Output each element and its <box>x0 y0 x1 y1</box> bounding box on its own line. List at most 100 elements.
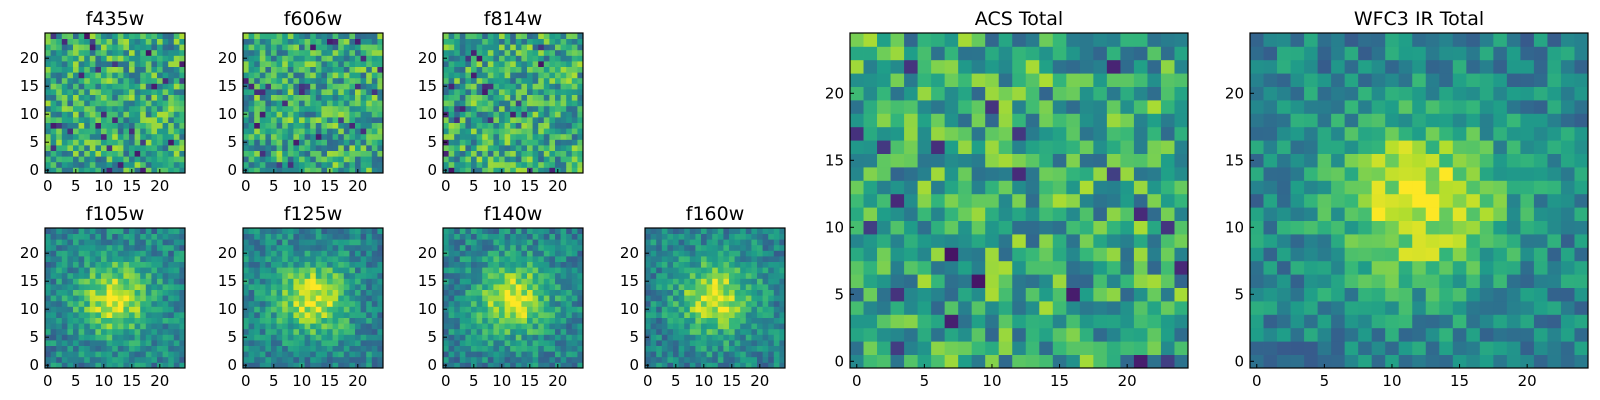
heatmap-cell <box>173 139 180 146</box>
heatmap-cell <box>299 77 305 84</box>
x-tick-label: 15 <box>122 372 141 390</box>
heatmap-cell <box>1120 180 1135 195</box>
heatmap-cell <box>678 356 685 363</box>
heatmap-cell <box>448 38 455 45</box>
heatmap-cell <box>360 100 367 107</box>
heatmap-cell <box>271 150 277 157</box>
heatmap-cell <box>1012 140 1027 154</box>
heatmap-cell <box>299 356 305 363</box>
heatmap-cell <box>493 44 500 51</box>
heatmap-cell <box>863 301 878 315</box>
heatmap-cell <box>917 327 932 342</box>
heatmap-cell <box>321 328 328 335</box>
heatmap-cell <box>117 272 124 279</box>
heatmap-cell <box>315 167 322 174</box>
heatmap-cell <box>745 345 752 352</box>
heatmap-cell <box>538 284 545 290</box>
heatmap-cell <box>338 351 345 358</box>
heatmap-cell <box>254 323 261 330</box>
heatmap-cell <box>101 150 107 157</box>
heatmap-cell <box>271 289 277 296</box>
heatmap-cell <box>645 345 651 352</box>
heatmap-cell <box>476 72 483 79</box>
heatmap-cell <box>717 256 724 262</box>
panel-title: f606w <box>284 8 343 30</box>
heatmap-cell <box>145 323 152 330</box>
heatmap-cell <box>504 323 511 330</box>
heatmap-cell <box>145 167 152 174</box>
heatmap-cell <box>101 289 107 296</box>
heatmap-cell <box>465 356 472 363</box>
heatmap-cell <box>287 334 294 341</box>
heatmap-cell <box>140 323 147 330</box>
heatmap-cell <box>863 220 878 235</box>
heatmap-cell <box>571 156 578 163</box>
heatmap-cell <box>95 284 102 290</box>
heatmap-cell <box>650 323 657 330</box>
heatmap-cell <box>931 301 946 315</box>
heatmap-cell <box>521 362 528 369</box>
heatmap-cell <box>282 340 289 346</box>
heatmap-cell <box>310 117 317 123</box>
heatmap-cell <box>527 261 533 268</box>
heatmap-cell <box>101 261 107 268</box>
heatmap-cell <box>95 117 102 123</box>
heatmap-cell <box>265 150 272 157</box>
heatmap-cell <box>56 289 63 296</box>
heatmap-cell <box>73 356 79 363</box>
heatmap-cell <box>67 128 74 135</box>
heatmap-cell <box>465 55 472 62</box>
heatmap-cell <box>560 244 567 251</box>
heatmap-cell <box>487 289 494 296</box>
heatmap-cell <box>1052 287 1067 302</box>
heatmap-cell <box>304 61 311 67</box>
heatmap-cell <box>459 61 466 67</box>
heatmap-cell <box>123 145 130 151</box>
heatmap-cell <box>360 122 367 129</box>
heatmap-cell <box>454 167 461 174</box>
heatmap-cell <box>50 289 57 296</box>
heatmap-cell <box>1160 234 1175 248</box>
heatmap-cell <box>701 261 707 268</box>
heatmap-cell <box>1133 301 1148 315</box>
heatmap-cell <box>971 207 986 221</box>
heatmap-cell <box>723 334 730 341</box>
heatmap-cell <box>282 167 289 174</box>
heatmap-cell <box>157 44 163 51</box>
heatmap-cell <box>998 180 1013 195</box>
heatmap-cell <box>734 278 741 285</box>
heatmap-cell <box>448 267 455 274</box>
heatmap-cell <box>543 161 550 168</box>
heatmap-cell <box>179 44 186 51</box>
heatmap-cell <box>734 345 741 352</box>
x-tick-label: 5 <box>71 177 81 195</box>
heatmap-cell <box>566 239 573 246</box>
heatmap-cell <box>454 334 461 341</box>
heatmap-cell <box>1079 193 1094 208</box>
x-tick-label: 10 <box>292 177 311 195</box>
heatmap-cell <box>745 362 752 369</box>
heatmap-cell <box>1079 274 1094 288</box>
heatmap-cell <box>768 334 775 341</box>
heatmap-cell <box>112 267 119 274</box>
heatmap-cell <box>106 284 113 290</box>
heatmap-cell <box>73 261 79 268</box>
heatmap-cell <box>117 77 124 84</box>
heatmap-cell <box>656 340 663 346</box>
heatmap-cell <box>701 340 707 346</box>
heatmap-cell <box>168 323 175 330</box>
heatmap-cell <box>254 340 261 346</box>
heatmap-cell <box>157 272 163 279</box>
heatmap-cell <box>487 306 494 313</box>
heatmap-cell <box>673 340 679 346</box>
heatmap-cell <box>729 278 735 285</box>
heatmap-cell <box>695 356 702 363</box>
heatmap-cell <box>360 83 367 90</box>
heatmap-cell <box>315 100 322 107</box>
heatmap-cell <box>1079 327 1094 342</box>
heatmap-cell <box>684 328 691 335</box>
heatmap-cell <box>338 228 345 234</box>
heatmap-cell <box>560 256 567 262</box>
heatmap-cell <box>248 250 255 257</box>
heatmap-cell <box>304 111 311 118</box>
